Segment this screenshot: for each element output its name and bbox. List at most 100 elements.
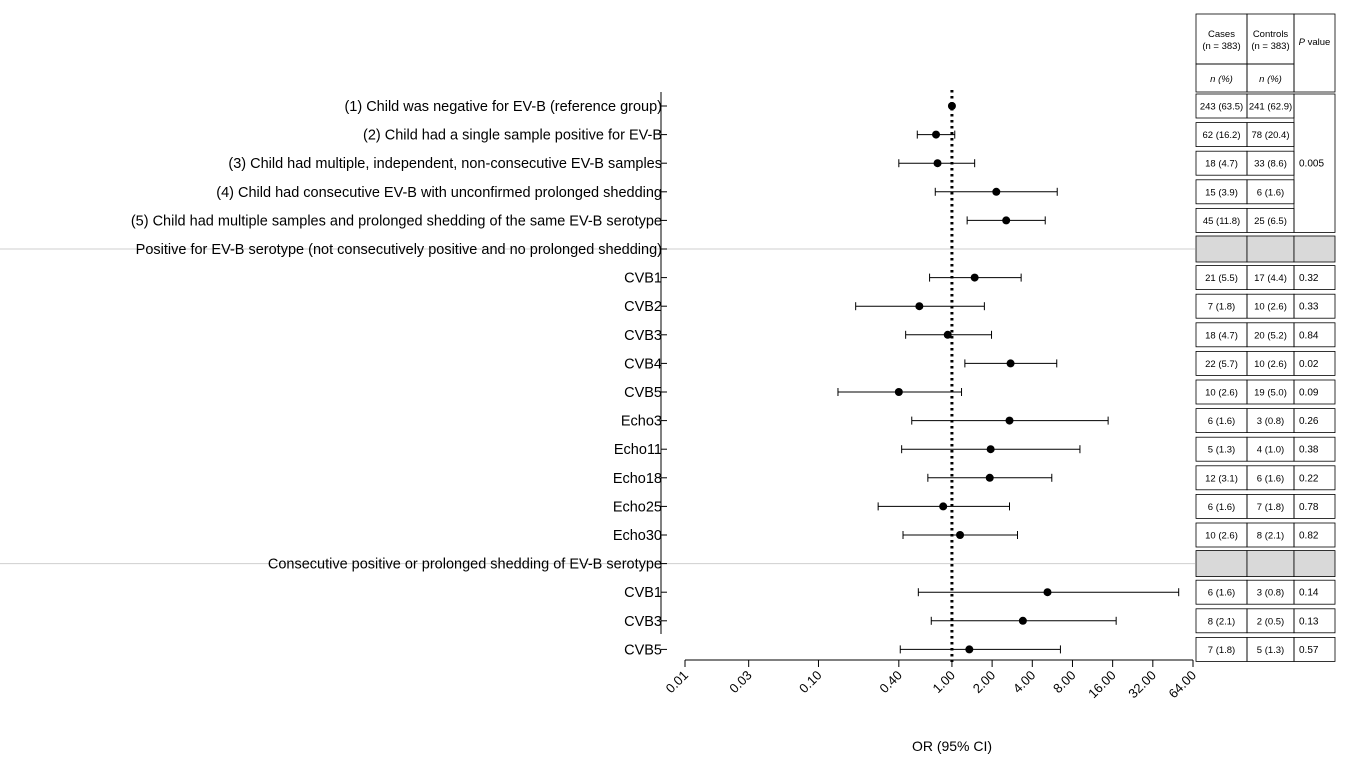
cases-value: 45 (11.8) (1203, 216, 1240, 227)
row-label: CVB3 (624, 328, 662, 344)
pvalue-value: 0.78 (1299, 502, 1319, 513)
or-point (1006, 359, 1015, 368)
row-label: CVB4 (624, 356, 662, 372)
section-header-label: Positive for EV-B serotype (not consecut… (136, 242, 662, 258)
pvalue-value: 0.32 (1299, 273, 1319, 284)
or-point (943, 330, 952, 339)
controls-value: 241 (62.9) (1249, 102, 1292, 113)
pvalue-value: 0.33 (1299, 302, 1319, 313)
or-point (933, 159, 942, 168)
x-tick-label: 64.00 (1166, 668, 1200, 702)
row-label: Echo25 (613, 499, 662, 515)
cases-value: 6 (1.6) (1208, 416, 1235, 427)
pvalue-cell (1293, 408, 1336, 434)
controls-value: 2 (0.5) (1257, 616, 1284, 627)
y-axis-ticks (660, 92, 667, 650)
row-labels: (1) Child was negative for EV-B (referen… (131, 99, 662, 658)
cases-value: 21 (5.5) (1205, 273, 1238, 284)
cases-value: 22 (5.7) (1205, 359, 1238, 370)
cases-value: 6 (1.6) (1208, 502, 1235, 513)
pvalue-cell (1293, 379, 1336, 405)
x-axis: 0.01 0.03 0.10 0.40 1.00 2.00 4.00 8.00 16.00 32.… (663, 659, 1200, 702)
group-pvalue: 0.005 (1299, 159, 1324, 170)
controls-value: 8 (2.1) (1257, 531, 1284, 542)
section-separators (0, 248, 1195, 565)
row-label: (4) Child had consecutive EV-B with unco… (216, 185, 662, 201)
row-label: CVB2 (624, 299, 662, 315)
cases-value: 18 (4.7) (1205, 159, 1238, 170)
pvalue-value: 0.22 (1299, 473, 1319, 484)
controls-value: 5 (1.3) (1257, 645, 1284, 656)
row-label: (2) Child had a single sample positive f… (363, 128, 662, 144)
controls-npct-cell (1246, 63, 1295, 93)
or-point (970, 273, 979, 282)
controls-value: 6 (1.6) (1257, 473, 1284, 484)
pvalue-cell (1293, 493, 1336, 519)
row-label: CVB5 (624, 642, 662, 658)
or-point (956, 531, 965, 539)
controls-npct: n (%) (1259, 74, 1282, 85)
x-tick-label: 0.03 (726, 668, 755, 697)
pvalue-header-cell (1293, 13, 1336, 93)
or-point (1043, 588, 1052, 597)
x-axis-label: OR (95% CI) (912, 738, 992, 754)
x-tick-label: 1.00 (930, 668, 959, 697)
section-shaded-cell (1195, 550, 1248, 577)
section-header-label: Consecutive positive or prolonged sheddi… (268, 557, 662, 573)
cases-value: 62 (16.2) (1202, 130, 1240, 141)
pvalue-value: 0.82 (1299, 531, 1319, 542)
or-point (932, 130, 941, 139)
pvalue-cell (1293, 350, 1336, 376)
pvalue-value: 0.14 (1299, 588, 1319, 599)
cases-value: 10 (2.6) (1205, 531, 1238, 542)
pvalue-cell (1293, 436, 1336, 462)
or-point (894, 388, 903, 396)
pvalue-value: 0.38 (1299, 445, 1319, 456)
pvalue-value: 0.02 (1299, 359, 1319, 370)
pvalue-cell (1293, 293, 1336, 319)
controls-value: 7 (1.8) (1257, 502, 1284, 513)
cases-value: 6 (1.6) (1208, 588, 1235, 599)
cases-header: Cases (1208, 29, 1235, 40)
x-tick-label: 2.00 (970, 668, 999, 697)
controls-value: 25 (6.5) (1254, 216, 1287, 227)
controls-value: 19 (5.0) (1254, 388, 1287, 399)
x-tick-label: 8.00 (1050, 668, 1079, 697)
cases-value: 7 (1.8) (1208, 645, 1235, 656)
x-tick-label: 32.00 (1125, 668, 1159, 702)
section-shaded-cell (1293, 550, 1336, 577)
cases-value: 8 (2.1) (1208, 616, 1235, 627)
row-label: Echo11 (614, 442, 662, 458)
x-tick-label: 0.40 (876, 668, 905, 697)
section-shaded-cell (1246, 235, 1295, 263)
cases-n: (n = 383) (1202, 41, 1240, 52)
or-point (1005, 416, 1014, 425)
pvalue-cell (1293, 322, 1336, 348)
section-shaded-cell (1246, 550, 1295, 577)
cases-value: 18 (4.7) (1205, 330, 1238, 341)
cases-value: 15 (3.9) (1205, 187, 1238, 198)
row-label: CVB3 (624, 614, 662, 630)
controls-value: 6 (1.6) (1257, 187, 1284, 198)
pvalue-cell (1293, 265, 1336, 291)
controls-value: 78 (20.4) (1251, 130, 1289, 141)
or-point (986, 445, 995, 454)
cases-value: 5 (1.3) (1208, 445, 1235, 456)
or-point (947, 102, 956, 110)
cases-value: 243 (63.5) (1200, 102, 1243, 113)
controls-value: 4 (1.0) (1257, 445, 1284, 456)
pvalue-header: P value (1299, 37, 1331, 48)
controls-header: Controls (1253, 29, 1289, 40)
pvalue-cell (1293, 465, 1336, 491)
pvalue-value: 0.13 (1299, 616, 1319, 627)
pvalue-value: 0.57 (1299, 645, 1319, 656)
or-marks (837, 90, 1180, 662)
row-label: Echo18 (613, 471, 662, 487)
row-label: CVB1 (624, 585, 662, 601)
controls-value: 3 (0.8) (1257, 416, 1284, 427)
controls-value: 33 (8.6) (1254, 159, 1287, 170)
group-pvalue-cell (1293, 93, 1336, 233)
section-shaded-cell (1195, 235, 1248, 263)
controls-value: 17 (4.4) (1254, 273, 1287, 284)
